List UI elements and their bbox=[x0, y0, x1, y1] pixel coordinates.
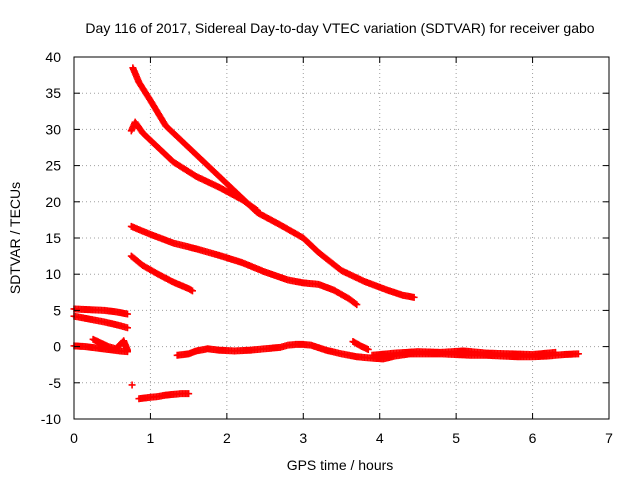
data-point bbox=[352, 300, 360, 308]
data-point bbox=[574, 350, 582, 358]
chart-title: Day 116 of 2017, Sidereal Day-to-day VTE… bbox=[85, 20, 594, 36]
y-tick-label: 30 bbox=[45, 121, 61, 137]
data-series bbox=[129, 64, 418, 301]
data-point bbox=[124, 324, 131, 332]
y-tick-label: 25 bbox=[45, 158, 61, 174]
data-series bbox=[70, 305, 131, 318]
data-point bbox=[252, 206, 260, 214]
data-point bbox=[128, 381, 136, 389]
x-tick-label: 7 bbox=[605, 430, 613, 446]
y-tick-label: 40 bbox=[45, 49, 61, 65]
y-tick-label: 0 bbox=[53, 339, 61, 355]
x-tick-label: 6 bbox=[529, 430, 537, 446]
data-point bbox=[185, 390, 193, 398]
data-point bbox=[364, 345, 372, 353]
data-series bbox=[368, 347, 559, 359]
data-point bbox=[353, 301, 361, 309]
data-series bbox=[135, 390, 193, 403]
x-axis-title: GPS time / hours bbox=[287, 457, 394, 473]
y-tick-label: -10 bbox=[41, 411, 61, 427]
x-tick-label: 1 bbox=[147, 430, 155, 446]
data-series bbox=[89, 335, 131, 354]
tick-labels: 0 1 2 3 4 5 6 7 -10 -5 0 5 10 15 20 25 30 35 40 bbox=[41, 49, 613, 446]
data-series bbox=[128, 381, 136, 389]
data-series bbox=[349, 338, 372, 353]
y-tick-label: -5 bbox=[49, 375, 62, 391]
x-tick-label: 5 bbox=[452, 430, 460, 446]
data-point bbox=[552, 348, 559, 356]
data-point bbox=[188, 287, 196, 295]
x-tick-label: 3 bbox=[299, 430, 307, 446]
y-tick-label: 5 bbox=[53, 302, 61, 318]
y-tick-label: 35 bbox=[45, 85, 61, 101]
y-tick-label: 10 bbox=[45, 266, 61, 282]
data-series bbox=[70, 312, 131, 332]
x-tick-label: 2 bbox=[223, 430, 231, 446]
data-point bbox=[410, 293, 418, 301]
data-point bbox=[124, 310, 131, 318]
y-tick-label: 15 bbox=[45, 230, 61, 246]
y-tick-label: 20 bbox=[45, 194, 61, 210]
y-axis-title: SDTVAR / TECUs bbox=[7, 182, 23, 294]
data-series bbox=[127, 222, 361, 309]
data-series bbox=[127, 252, 196, 295]
data-points bbox=[70, 64, 582, 403]
data-point bbox=[124, 346, 131, 354]
data-point bbox=[253, 206, 261, 214]
data-series bbox=[127, 118, 261, 214]
axis-ticks bbox=[73, 56, 610, 420]
x-tick-label: 4 bbox=[376, 430, 384, 446]
x-tick-label: 0 bbox=[70, 430, 78, 446]
